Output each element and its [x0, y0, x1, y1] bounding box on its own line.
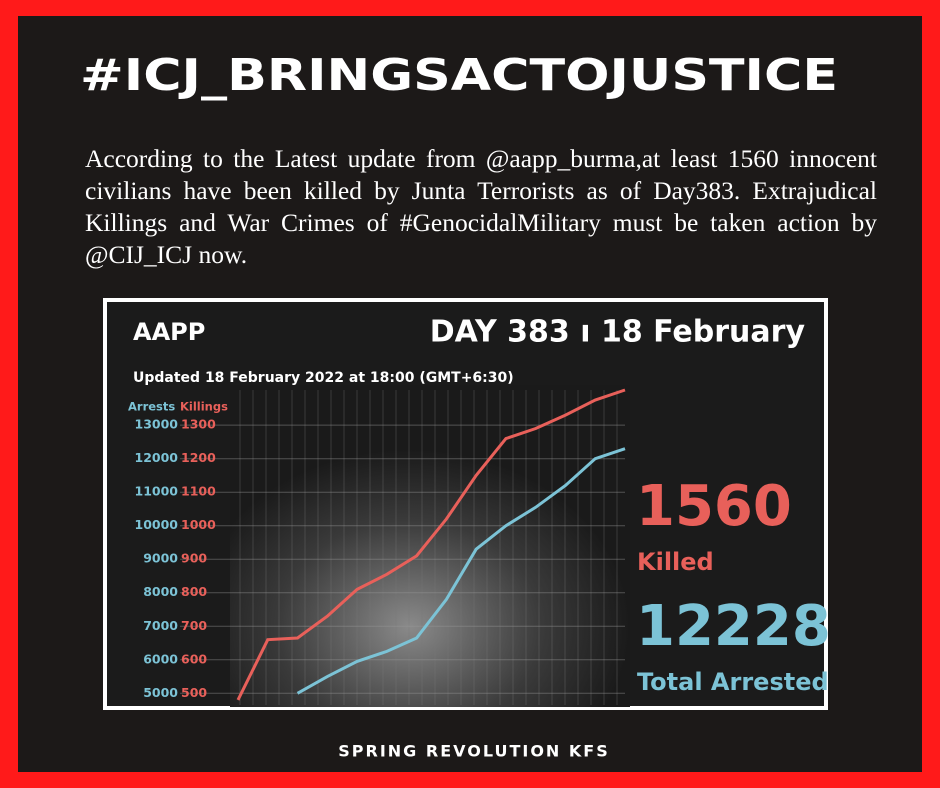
y-tick-label: 11000 — [135, 484, 179, 499]
y-tick-label: 9000 — [143, 551, 178, 566]
stat-label: Killed — [637, 548, 714, 576]
y2-tick-label: 800 — [181, 584, 207, 599]
stat-value: 1560 — [636, 474, 792, 539]
y-axis-label: Arrests — [128, 400, 175, 414]
y2-tick-label: 1000 — [181, 517, 216, 532]
y-tick-label: 12000 — [135, 450, 179, 465]
plot: 5000 6000 7000 8000 9000 10000 11000 12000 13000… — [135, 388, 831, 705]
title: #ICJ_BRINGSACTOJUSTICE — [80, 50, 838, 101]
y2-tick-label: 900 — [181, 551, 207, 566]
y-tick-label: 10000 — [135, 517, 179, 532]
y-tick-label: 13000 — [135, 417, 179, 432]
chart-title: AAPP — [133, 318, 205, 346]
y-tick-label: 7000 — [143, 618, 178, 633]
chart-subtitle: DAY 383 ı 18 February — [430, 315, 806, 350]
y2-tick-label: 700 — [181, 618, 207, 633]
y2-tick-label: 1100 — [181, 484, 216, 499]
y-tick-label: 8000 — [143, 584, 178, 599]
y2-tick-label: 1300 — [181, 417, 216, 432]
y2-tick-label: 600 — [181, 651, 207, 666]
y2-tick-label: 1200 — [181, 450, 216, 465]
chart-note: Updated 18 February 2022 at 18:00 (GMT+6… — [133, 370, 514, 386]
footer: SPRING REVOLUTION KFS — [338, 742, 609, 761]
y-tick-label: 6000 — [143, 651, 178, 666]
paragraph: According to the Latest update from @aap… — [85, 144, 877, 269]
stat-label: Total Arrested — [637, 668, 829, 696]
y2-axis-label: Killings — [180, 400, 228, 414]
series-line — [236, 388, 626, 701]
y-tick-label: 5000 — [143, 685, 178, 700]
y2-tick-label: 500 — [181, 685, 207, 700]
stat-value: 12228 — [636, 594, 831, 659]
series-line — [296, 447, 626, 695]
background-photo — [230, 385, 630, 707]
